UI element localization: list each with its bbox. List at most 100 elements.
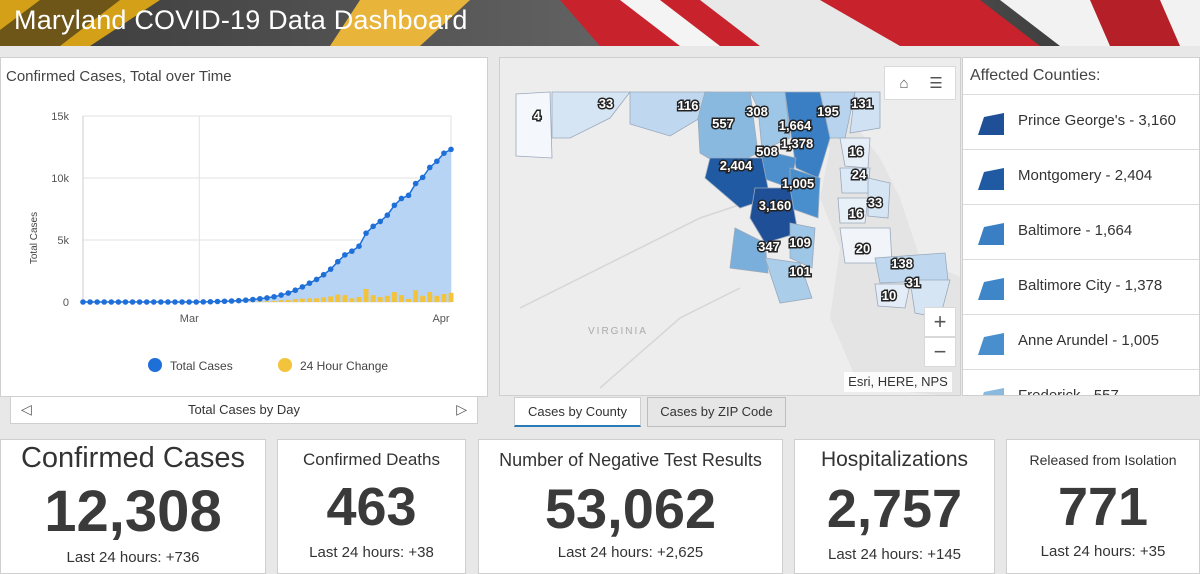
total-cases-point [321, 272, 327, 278]
total-cases-point [314, 277, 320, 283]
change-bar [385, 296, 390, 302]
total-cases-point [222, 298, 228, 304]
total-cases-point [264, 295, 270, 301]
total-cases-point [208, 299, 214, 305]
change-bar [307, 298, 312, 302]
stat-change: Last 24 hours: +38 [278, 544, 465, 561]
stat-title: Confirmed Cases [1, 442, 265, 475]
county-label: Anne Arundel - 1,005 [1018, 332, 1159, 349]
page-title: Maryland COVID-19 Data Dashboard [14, 5, 468, 36]
counties-title: Affected Counties: [970, 67, 1100, 85]
home-icon[interactable]: ⌂ [893, 73, 915, 95]
change-bar [378, 297, 383, 302]
county-list-item[interactable]: Prince George's - 3,160 [963, 94, 1200, 149]
county-case-label: 308 [746, 104, 768, 119]
change-bar [286, 300, 291, 302]
change-bar [279, 300, 284, 302]
change-bar [335, 295, 340, 302]
county-list-item[interactable]: Montgomery - 2,404 [963, 149, 1200, 204]
y-tick-label: 10k [51, 173, 69, 185]
total-cases-point [243, 297, 249, 303]
zoom-in-button[interactable]: + [924, 307, 956, 337]
county-label: Prince George's - 3,160 [1018, 112, 1176, 129]
change-bar [357, 297, 362, 302]
total-cases-point [236, 298, 242, 304]
total-cases-point [363, 230, 369, 236]
county-list-item[interactable]: Baltimore - 1,664 [963, 204, 1200, 259]
total-cases-point [201, 299, 207, 305]
county-case-label: 195 [817, 104, 839, 119]
y-axis-label: Total Cases [29, 212, 40, 264]
total-cases-point [123, 299, 129, 305]
stat-title: Hospitalizations [795, 448, 994, 472]
change-bar [272, 301, 277, 302]
total-cases-point [448, 147, 454, 153]
total-cases-point [413, 181, 419, 187]
legend-label[interactable]: Total Cases [170, 359, 233, 373]
county-list-item[interactable]: Anne Arundel - 1,005 [963, 314, 1200, 369]
stat-value: 463 [278, 476, 465, 538]
y-tick-label: 5k [57, 235, 69, 247]
total-cases-point [285, 290, 291, 296]
county-garrett[interactable] [516, 92, 552, 158]
change-bar [293, 299, 298, 302]
next-chart-icon[interactable]: ▷ [456, 401, 467, 418]
total-cases-point [335, 259, 341, 265]
total-cases-point [370, 224, 376, 230]
county-list-item[interactable]: Baltimore City - 1,378 [963, 259, 1200, 314]
total-cases-point [278, 292, 284, 298]
total-cases-point [342, 252, 348, 258]
total-cases-point [87, 299, 93, 305]
tab-cases-by-county[interactable]: Cases by County [514, 397, 641, 427]
change-bar [441, 294, 446, 302]
total-cases-point [116, 299, 122, 305]
total-cases-point [144, 299, 150, 305]
total-cases-point [399, 196, 405, 202]
change-bar [427, 292, 432, 302]
change-bar [371, 295, 376, 302]
state-label: VIRGINIA [588, 326, 648, 337]
change-bar [342, 295, 347, 302]
county-case-label: 33 [868, 195, 882, 210]
stat-value: 2,757 [795, 478, 994, 540]
total-cases-point [427, 165, 433, 171]
stat-change: Last 24 hours: +736 [1, 549, 265, 566]
zoom-out-button[interactable]: − [924, 337, 956, 367]
total-cases-point [349, 248, 355, 254]
county-case-label: 347 [758, 239, 780, 254]
total-cases-point [109, 299, 115, 305]
total-cases-point [377, 219, 383, 225]
county-label: Baltimore City - 1,378 [1018, 277, 1162, 294]
county-label: Frederick - 557 [1018, 387, 1119, 396]
county-case-label: 1,005 [782, 176, 815, 191]
total-cases-point [137, 299, 143, 305]
legend-label[interactable]: 24 Hour Change [300, 359, 388, 373]
total-cases-point [250, 297, 256, 303]
county-case-label: 31 [906, 275, 920, 290]
county-label: Baltimore - 1,664 [1018, 222, 1132, 239]
county-case-label: 16 [849, 206, 863, 221]
total-cases-point [215, 299, 221, 305]
total-cases-point [229, 298, 235, 304]
total-cases-point [101, 299, 107, 305]
x-tick-label: Mar [180, 313, 199, 325]
change-bar [449, 293, 454, 302]
change-bar [364, 289, 369, 302]
county-swatch-icon [978, 223, 1004, 245]
total-cases-point [307, 280, 313, 286]
change-bar [328, 296, 333, 302]
county-case-label: 101 [789, 264, 811, 279]
y-tick-label: 15k [51, 111, 69, 123]
county-case-label: 2,404 [720, 158, 753, 173]
tab-cases-by-zip[interactable]: Cases by ZIP Code [647, 397, 786, 427]
list-icon[interactable]: ☰ [925, 73, 947, 95]
county-list-item[interactable]: Frederick - 557 [963, 369, 1200, 396]
total-cases-point [406, 193, 412, 199]
stat-confirmed-deaths: Confirmed Deaths 463 Last 24 hours: +38 [277, 439, 466, 574]
legend-marker [148, 358, 162, 372]
change-bar [434, 296, 439, 302]
change-bar [314, 298, 319, 302]
county-case-label: 116 [678, 98, 699, 113]
